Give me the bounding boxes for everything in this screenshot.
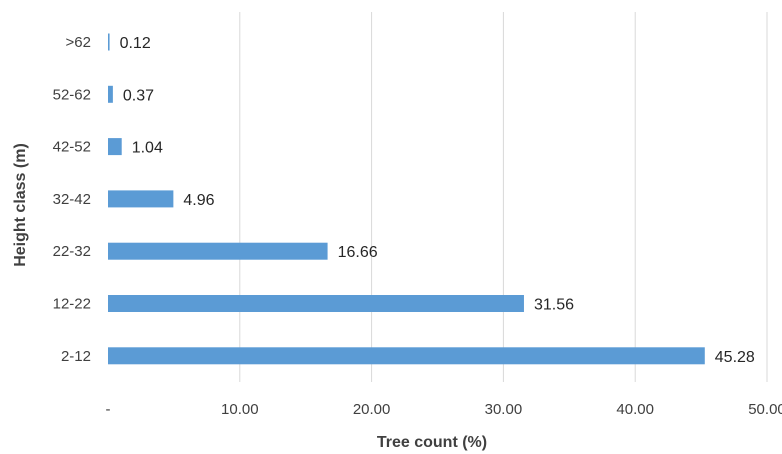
x-tick-label: 50.00: [748, 401, 782, 418]
data-label: 0.37: [123, 87, 154, 104]
data-labels: 0.12 0.37 1.04 4.96 16.66 31.56 45.28: [120, 35, 755, 366]
y-tick-label: 42-52: [53, 139, 91, 156]
y-tick-labels: >62 52-62 42-52 32-42 22-32 12-22 2-12: [53, 34, 91, 365]
data-label: 0.12: [120, 35, 151, 52]
bar: [108, 190, 174, 208]
bar: [108, 85, 113, 103]
y-axis-title: Height class (m): [12, 143, 29, 267]
data-label: 16.66: [338, 244, 378, 261]
bar: [108, 33, 110, 51]
y-tick-label: 52-62: [53, 86, 91, 103]
bar: [108, 295, 524, 312]
y-tick-label: 32-42: [53, 191, 91, 208]
bar: [108, 242, 328, 260]
x-tick-label: -: [106, 401, 111, 418]
data-label: 4.96: [183, 192, 214, 209]
bar: [108, 347, 705, 365]
x-tick-labels: - 10.00 20.00 30.00 40.00 50.00: [106, 401, 782, 418]
bar: [108, 138, 122, 156]
x-axis-title: Tree count (%): [377, 434, 487, 451]
x-tick-label: 20.00: [353, 401, 391, 418]
y-tick-label: 12-22: [53, 296, 91, 313]
bars: [108, 33, 705, 365]
data-label: 45.28: [715, 349, 755, 366]
x-tick-label: 10.00: [221, 401, 259, 418]
gridlines: [239, 12, 768, 382]
x-tick-label: 40.00: [616, 401, 654, 418]
data-label: 31.56: [534, 297, 574, 314]
x-tick-label: 30.00: [485, 401, 523, 418]
y-tick-label: >62: [66, 34, 91, 51]
y-tick-label: 22-32: [53, 243, 91, 260]
data-label: 1.04: [132, 140, 163, 157]
y-tick-label: 2-12: [61, 348, 91, 365]
